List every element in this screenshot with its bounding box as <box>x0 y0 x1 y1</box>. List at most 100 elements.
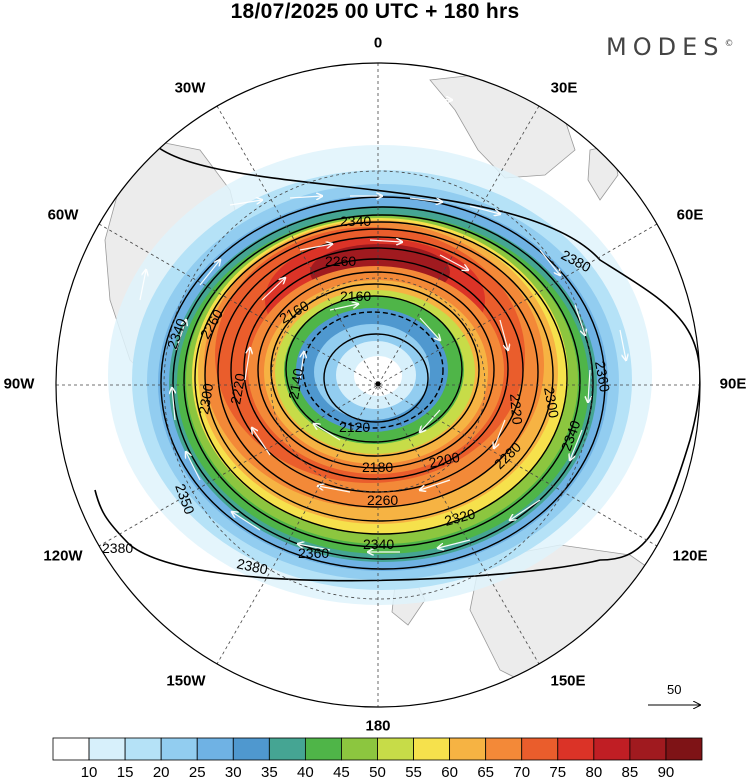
colorbar-swatch <box>232 737 270 761</box>
colorbar-tick-label: 50 <box>369 764 386 781</box>
lon-label-90e: 90E <box>719 375 747 393</box>
colorbar-tick-label: 60 <box>441 764 458 781</box>
contour-2180 <box>270 283 480 457</box>
colorbar-swatch <box>196 737 234 761</box>
lon-label-120e: 120E <box>672 547 708 565</box>
vector-core-3 <box>420 409 441 432</box>
colorbar-swatch <box>521 737 559 761</box>
modes-logo: MODES© <box>606 33 733 61</box>
copyright-mark: © <box>724 39 734 49</box>
vector-inner-1 <box>299 244 332 251</box>
lon-label-150e: 150E <box>550 672 586 690</box>
vector-inner-9 <box>244 348 250 381</box>
colorbar-tick-label: 40 <box>297 764 314 781</box>
vector-bottom-4 <box>298 544 331 551</box>
vector-outer-4 <box>619 329 626 360</box>
contour-label: 2320 <box>443 505 477 529</box>
contour-label: 2180 <box>362 459 393 475</box>
vector-left-3 <box>175 320 186 351</box>
colorbar-swatch <box>449 737 487 761</box>
vector-inner-8 <box>252 428 271 456</box>
colorbar-tick-label: 45 <box>333 764 350 781</box>
colorbar-swatch <box>88 737 126 761</box>
lon-label-90w: 90W <box>3 375 35 393</box>
colorbar-swatch <box>304 737 342 761</box>
vector-right-3 <box>588 369 590 402</box>
colorbar-tick-label: 35 <box>260 764 278 781</box>
vector-left-1 <box>186 452 201 481</box>
vector-outer-1 <box>229 114 262 121</box>
meridian-120 <box>98 223 658 547</box>
colorbar-tick-label: 85 <box>621 764 639 781</box>
contour-2140 <box>302 311 444 429</box>
vector-left-2 <box>172 388 175 421</box>
vector-outer-3 <box>139 270 146 301</box>
map-title: 18/07/2025 00 UTC + 180 hrs <box>230 0 520 23</box>
contour-label: 2120 <box>339 419 370 435</box>
contour-2280 <box>204 228 554 522</box>
lon-label-60e: 60E <box>676 206 704 224</box>
vector-bottom-1 <box>510 499 541 520</box>
colorbar-tick-label: 15 <box>116 764 134 781</box>
colorbar-swatch <box>485 737 523 761</box>
height-contours <box>94 139 700 582</box>
contour-label: 2140 <box>285 367 306 401</box>
reference-vector-label: 50 <box>667 682 682 697</box>
vector-top-1 <box>229 200 262 206</box>
contour-2380 <box>94 139 700 582</box>
vector-core-2 <box>419 317 440 340</box>
contour-label: 2360 <box>592 360 613 394</box>
colorbar-tick-label: 55 <box>405 764 422 781</box>
contour-label: 2200 <box>427 449 461 471</box>
brand-text: MODES <box>606 33 725 61</box>
contour-label: 2380 <box>235 555 269 577</box>
colorbar-tick-label: 75 <box>549 764 567 781</box>
contour-2300 <box>194 221 568 535</box>
contour-label: 2260 <box>325 253 356 269</box>
vector-core-1 <box>329 304 358 311</box>
colorbar-swatch <box>413 737 451 761</box>
colorbar-swatch <box>593 737 631 761</box>
colorbar-swatch <box>557 737 595 761</box>
map-disc <box>56 63 700 707</box>
vector-right-4 <box>570 429 583 460</box>
contour-label: 2360 <box>298 545 329 561</box>
colorbar-swatch <box>665 737 703 761</box>
meridian-150 <box>216 105 540 665</box>
contour-label: 2340 <box>363 536 394 552</box>
vector-top-5 <box>469 205 500 214</box>
contour-2340 <box>172 206 594 560</box>
colorbar-tick-label: 10 <box>80 764 98 781</box>
lon-label-30w: 30W <box>174 79 206 97</box>
contour-label: 2260 <box>367 492 398 508</box>
map-border <box>55 62 701 708</box>
vector-outer-2 <box>419 98 452 100</box>
vector-bottom-5 <box>232 512 261 531</box>
vector-inner-10 <box>261 278 285 301</box>
colorbar <box>52 737 703 761</box>
vector-inner-2 <box>369 240 402 242</box>
vector-right-2 <box>574 304 585 335</box>
contour-label: 2220 <box>507 393 526 426</box>
graticule <box>56 63 700 707</box>
lon-label-60w: 60W <box>47 206 79 224</box>
contour-2320 <box>183 214 581 548</box>
colorbar-tick-label: 70 <box>513 764 531 781</box>
colorbar-tick-label: 80 <box>585 764 603 781</box>
latitude-circle-inner <box>270 277 486 493</box>
vector-core-4 <box>314 424 341 441</box>
lon-label-120w: 120W <box>43 547 83 565</box>
vector-left-4 <box>199 260 220 286</box>
colorbar-swatch <box>124 737 162 761</box>
contour-2200 <box>257 271 495 469</box>
colorbar-tick-label: 20 <box>152 764 170 781</box>
colorbar-tick-label: 65 <box>477 764 494 781</box>
contour-label: 2220 <box>227 372 248 406</box>
latitude-circle-mid <box>163 170 593 600</box>
vector-bottom-2 <box>438 539 471 548</box>
colorbar-tick-label: 90 <box>657 764 675 781</box>
colorbar-swatch <box>160 737 198 761</box>
contour-label: 2380 <box>102 540 133 556</box>
colorbar-tick-label: 30 <box>224 764 242 781</box>
